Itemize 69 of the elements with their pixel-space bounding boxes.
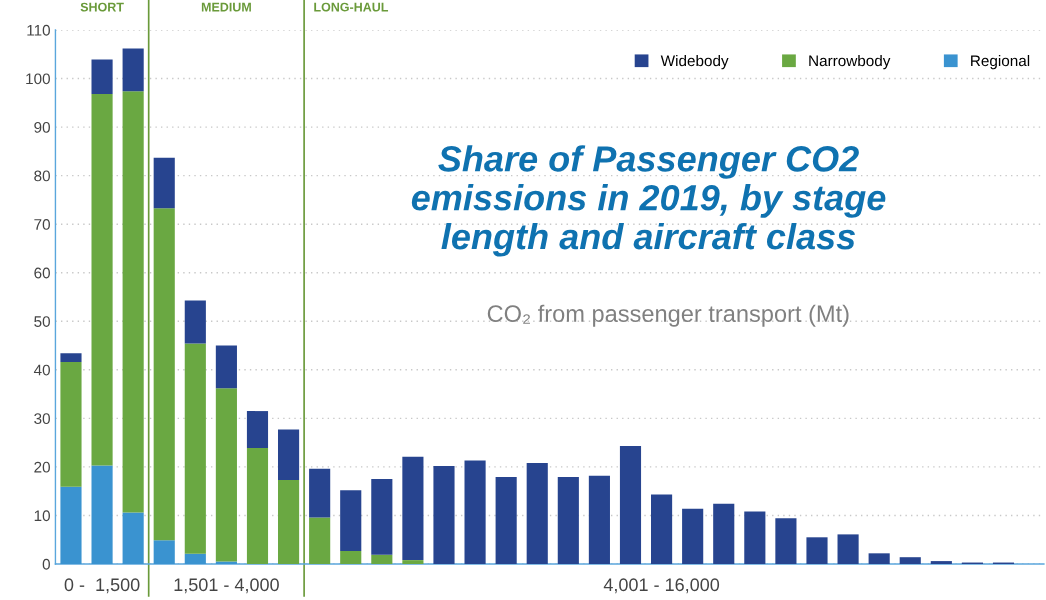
bar — [619, 446, 642, 564]
bar — [60, 362, 82, 487]
bar — [122, 512, 144, 564]
y-tick-label: 80 — [34, 170, 50, 182]
bar — [153, 540, 175, 564]
bar — [122, 48, 144, 92]
bar — [184, 553, 206, 564]
bar — [246, 447, 269, 564]
bar — [371, 479, 393, 555]
bar — [309, 517, 331, 564]
bar — [60, 353, 82, 363]
bar — [278, 429, 300, 481]
bar — [215, 388, 237, 562]
bar — [775, 518, 797, 564]
bar — [184, 300, 206, 344]
bar — [402, 456, 424, 561]
bar — [464, 460, 486, 564]
bar — [713, 503, 735, 564]
legend-label: Narrowbody — [809, 54, 891, 70]
x-tick-label: 1,501 - 4,000 — [174, 578, 279, 594]
bar — [91, 465, 113, 564]
bar — [153, 208, 175, 541]
text: LONG-HAUL — [314, 2, 389, 12]
bar — [91, 94, 113, 466]
legend-label: Regional — [971, 54, 1030, 70]
bar — [340, 490, 362, 551]
bar — [806, 537, 828, 564]
bar — [278, 480, 300, 564]
bar — [526, 463, 548, 564]
bar — [868, 553, 890, 564]
bar — [651, 494, 673, 564]
y-tick-label: 90 — [34, 121, 50, 133]
y-tick-label: 40 — [33, 364, 50, 376]
text: SHORT — [80, 2, 124, 12]
bar — [184, 343, 206, 554]
bar — [557, 477, 579, 564]
x-tick-label: 4,001 - 16,000 — [603, 578, 720, 594]
bar — [60, 486, 82, 564]
y-tick-label: 60 — [34, 267, 50, 279]
y-tick-label: 50 — [34, 316, 50, 327]
bar — [588, 475, 610, 564]
y-tick-label: 10 — [34, 510, 50, 522]
y-tick-label: 110 — [27, 24, 50, 36]
bar — [899, 557, 921, 564]
bar — [371, 554, 393, 564]
legend-label: Widebody — [660, 54, 729, 70]
y-tick-label: 100 — [26, 73, 50, 85]
bar — [495, 477, 517, 564]
text: CO₂ from passenger transport (Mt) — [487, 304, 849, 327]
y-tick-label: 70 — [34, 219, 50, 230]
bar — [402, 560, 424, 564]
x-tick-label: 0 - 1,500 — [64, 578, 140, 594]
y-tick-label: 0 — [42, 558, 50, 570]
bar — [744, 511, 766, 564]
bar — [930, 561, 952, 564]
bar — [309, 468, 331, 518]
bar — [153, 157, 175, 209]
bar — [433, 465, 455, 564]
bar — [215, 345, 237, 389]
text: Share of Passenger CO2 emissions in 2019, by stage length and aircraft class — [411, 145, 886, 257]
y-tick-label: 20 — [34, 461, 50, 473]
bar — [91, 59, 113, 95]
y-tick-label: 30 — [34, 413, 50, 425]
text: MEDIUM — [201, 2, 251, 12]
bar — [837, 534, 859, 564]
bar — [682, 508, 704, 564]
bar — [122, 91, 144, 513]
bar — [340, 550, 362, 564]
bar — [246, 411, 269, 448]
